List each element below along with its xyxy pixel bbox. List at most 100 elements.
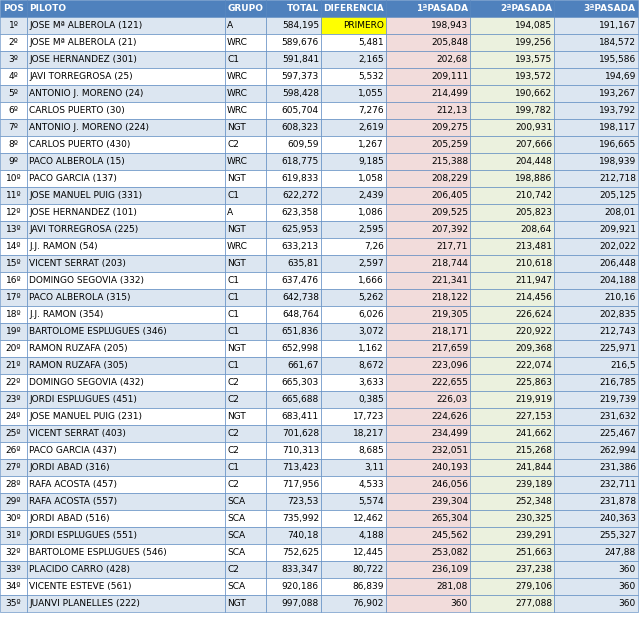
Bar bbox=[266, 595, 321, 612]
Text: DOMINGO SEGOVIA (432): DOMINGO SEGOVIA (432) bbox=[29, 378, 144, 387]
Bar bbox=[321, 561, 386, 578]
Bar bbox=[321, 51, 386, 68]
Text: 9,185: 9,185 bbox=[358, 157, 384, 166]
Text: JAVI TORREGROSA (225): JAVI TORREGROSA (225) bbox=[29, 225, 138, 234]
Text: NGT: NGT bbox=[227, 123, 246, 132]
Text: 255,327: 255,327 bbox=[599, 531, 636, 540]
Bar bbox=[554, 204, 638, 221]
Text: 209,275: 209,275 bbox=[431, 123, 468, 132]
Bar bbox=[27, 170, 225, 187]
Text: 1,058: 1,058 bbox=[358, 174, 384, 183]
Bar bbox=[554, 17, 638, 34]
Bar bbox=[554, 255, 638, 272]
Text: 5,262: 5,262 bbox=[358, 293, 384, 302]
Bar bbox=[321, 476, 386, 493]
Bar bbox=[27, 136, 225, 153]
Bar bbox=[225, 340, 266, 357]
Bar bbox=[266, 527, 321, 544]
Bar bbox=[321, 102, 386, 119]
Bar bbox=[386, 51, 470, 68]
Bar bbox=[27, 102, 225, 119]
Text: 215,268: 215,268 bbox=[515, 446, 552, 455]
Bar bbox=[27, 0, 225, 17]
Bar bbox=[321, 459, 386, 476]
Text: 642,738: 642,738 bbox=[282, 293, 319, 302]
Text: SCA: SCA bbox=[227, 531, 245, 540]
Bar bbox=[0, 476, 27, 493]
Bar bbox=[266, 493, 321, 510]
Text: 206,448: 206,448 bbox=[599, 259, 636, 268]
Bar bbox=[321, 544, 386, 561]
Text: WRC: WRC bbox=[227, 38, 248, 47]
Bar bbox=[0, 510, 27, 527]
Bar bbox=[27, 51, 225, 68]
Bar bbox=[225, 391, 266, 408]
Text: 212,743: 212,743 bbox=[599, 327, 636, 336]
Text: 3,11: 3,11 bbox=[364, 463, 384, 472]
Bar bbox=[266, 289, 321, 306]
Text: 3ªPASADA: 3ªPASADA bbox=[584, 4, 636, 13]
Text: 11º: 11º bbox=[6, 191, 21, 200]
Text: 216,5: 216,5 bbox=[611, 361, 636, 370]
Text: 222,655: 222,655 bbox=[431, 378, 468, 387]
Text: 27º: 27º bbox=[6, 463, 21, 472]
Bar bbox=[321, 238, 386, 255]
Text: 215,388: 215,388 bbox=[431, 157, 468, 166]
Text: 29º: 29º bbox=[6, 497, 21, 506]
Bar bbox=[386, 357, 470, 374]
Bar bbox=[386, 34, 470, 51]
Bar bbox=[27, 391, 225, 408]
Text: 20º: 20º bbox=[6, 344, 21, 353]
Text: 28º: 28º bbox=[6, 480, 21, 489]
Bar bbox=[0, 340, 27, 357]
Text: WRC: WRC bbox=[227, 106, 248, 115]
Bar bbox=[0, 85, 27, 102]
Text: 360: 360 bbox=[619, 582, 636, 591]
Bar bbox=[266, 323, 321, 340]
Bar bbox=[0, 391, 27, 408]
Bar bbox=[321, 119, 386, 136]
Bar bbox=[386, 119, 470, 136]
Bar bbox=[386, 272, 470, 289]
Bar bbox=[266, 102, 321, 119]
Bar bbox=[321, 595, 386, 612]
Text: 35º: 35º bbox=[6, 599, 21, 608]
Text: 608,323: 608,323 bbox=[282, 123, 319, 132]
Bar bbox=[386, 493, 470, 510]
Bar bbox=[27, 323, 225, 340]
Bar bbox=[225, 68, 266, 85]
Text: 241,662: 241,662 bbox=[515, 429, 552, 438]
Bar bbox=[0, 374, 27, 391]
Text: 2,619: 2,619 bbox=[358, 123, 384, 132]
Text: 204,448: 204,448 bbox=[515, 157, 552, 166]
Text: PLACIDO CARRO (428): PLACIDO CARRO (428) bbox=[29, 565, 130, 574]
Bar bbox=[0, 102, 27, 119]
Text: 232,051: 232,051 bbox=[431, 446, 468, 455]
Text: 193,572: 193,572 bbox=[515, 72, 552, 81]
Bar bbox=[554, 34, 638, 51]
Bar bbox=[470, 595, 554, 612]
Text: 210,16: 210,16 bbox=[605, 293, 636, 302]
Bar bbox=[266, 238, 321, 255]
Bar bbox=[386, 238, 470, 255]
Text: 211,947: 211,947 bbox=[515, 276, 552, 285]
Text: 833,347: 833,347 bbox=[282, 565, 319, 574]
Bar bbox=[321, 493, 386, 510]
Text: 225,971: 225,971 bbox=[599, 344, 636, 353]
Text: 717,956: 717,956 bbox=[282, 480, 319, 489]
Bar bbox=[266, 0, 321, 17]
Text: 30º: 30º bbox=[6, 514, 21, 523]
Bar bbox=[0, 51, 27, 68]
Bar bbox=[0, 136, 27, 153]
Bar bbox=[470, 17, 554, 34]
Bar bbox=[554, 119, 638, 136]
Text: NGT: NGT bbox=[227, 412, 246, 421]
Text: 665,303: 665,303 bbox=[282, 378, 319, 387]
Bar bbox=[0, 527, 27, 544]
Text: JORDI ESPLUGUES (551): JORDI ESPLUGUES (551) bbox=[29, 531, 137, 540]
Bar bbox=[321, 0, 386, 17]
Bar bbox=[554, 340, 638, 357]
Bar bbox=[554, 272, 638, 289]
Text: RAMON RUZAFA (305): RAMON RUZAFA (305) bbox=[29, 361, 128, 370]
Text: J.J. RAMON (54): J.J. RAMON (54) bbox=[29, 242, 98, 251]
